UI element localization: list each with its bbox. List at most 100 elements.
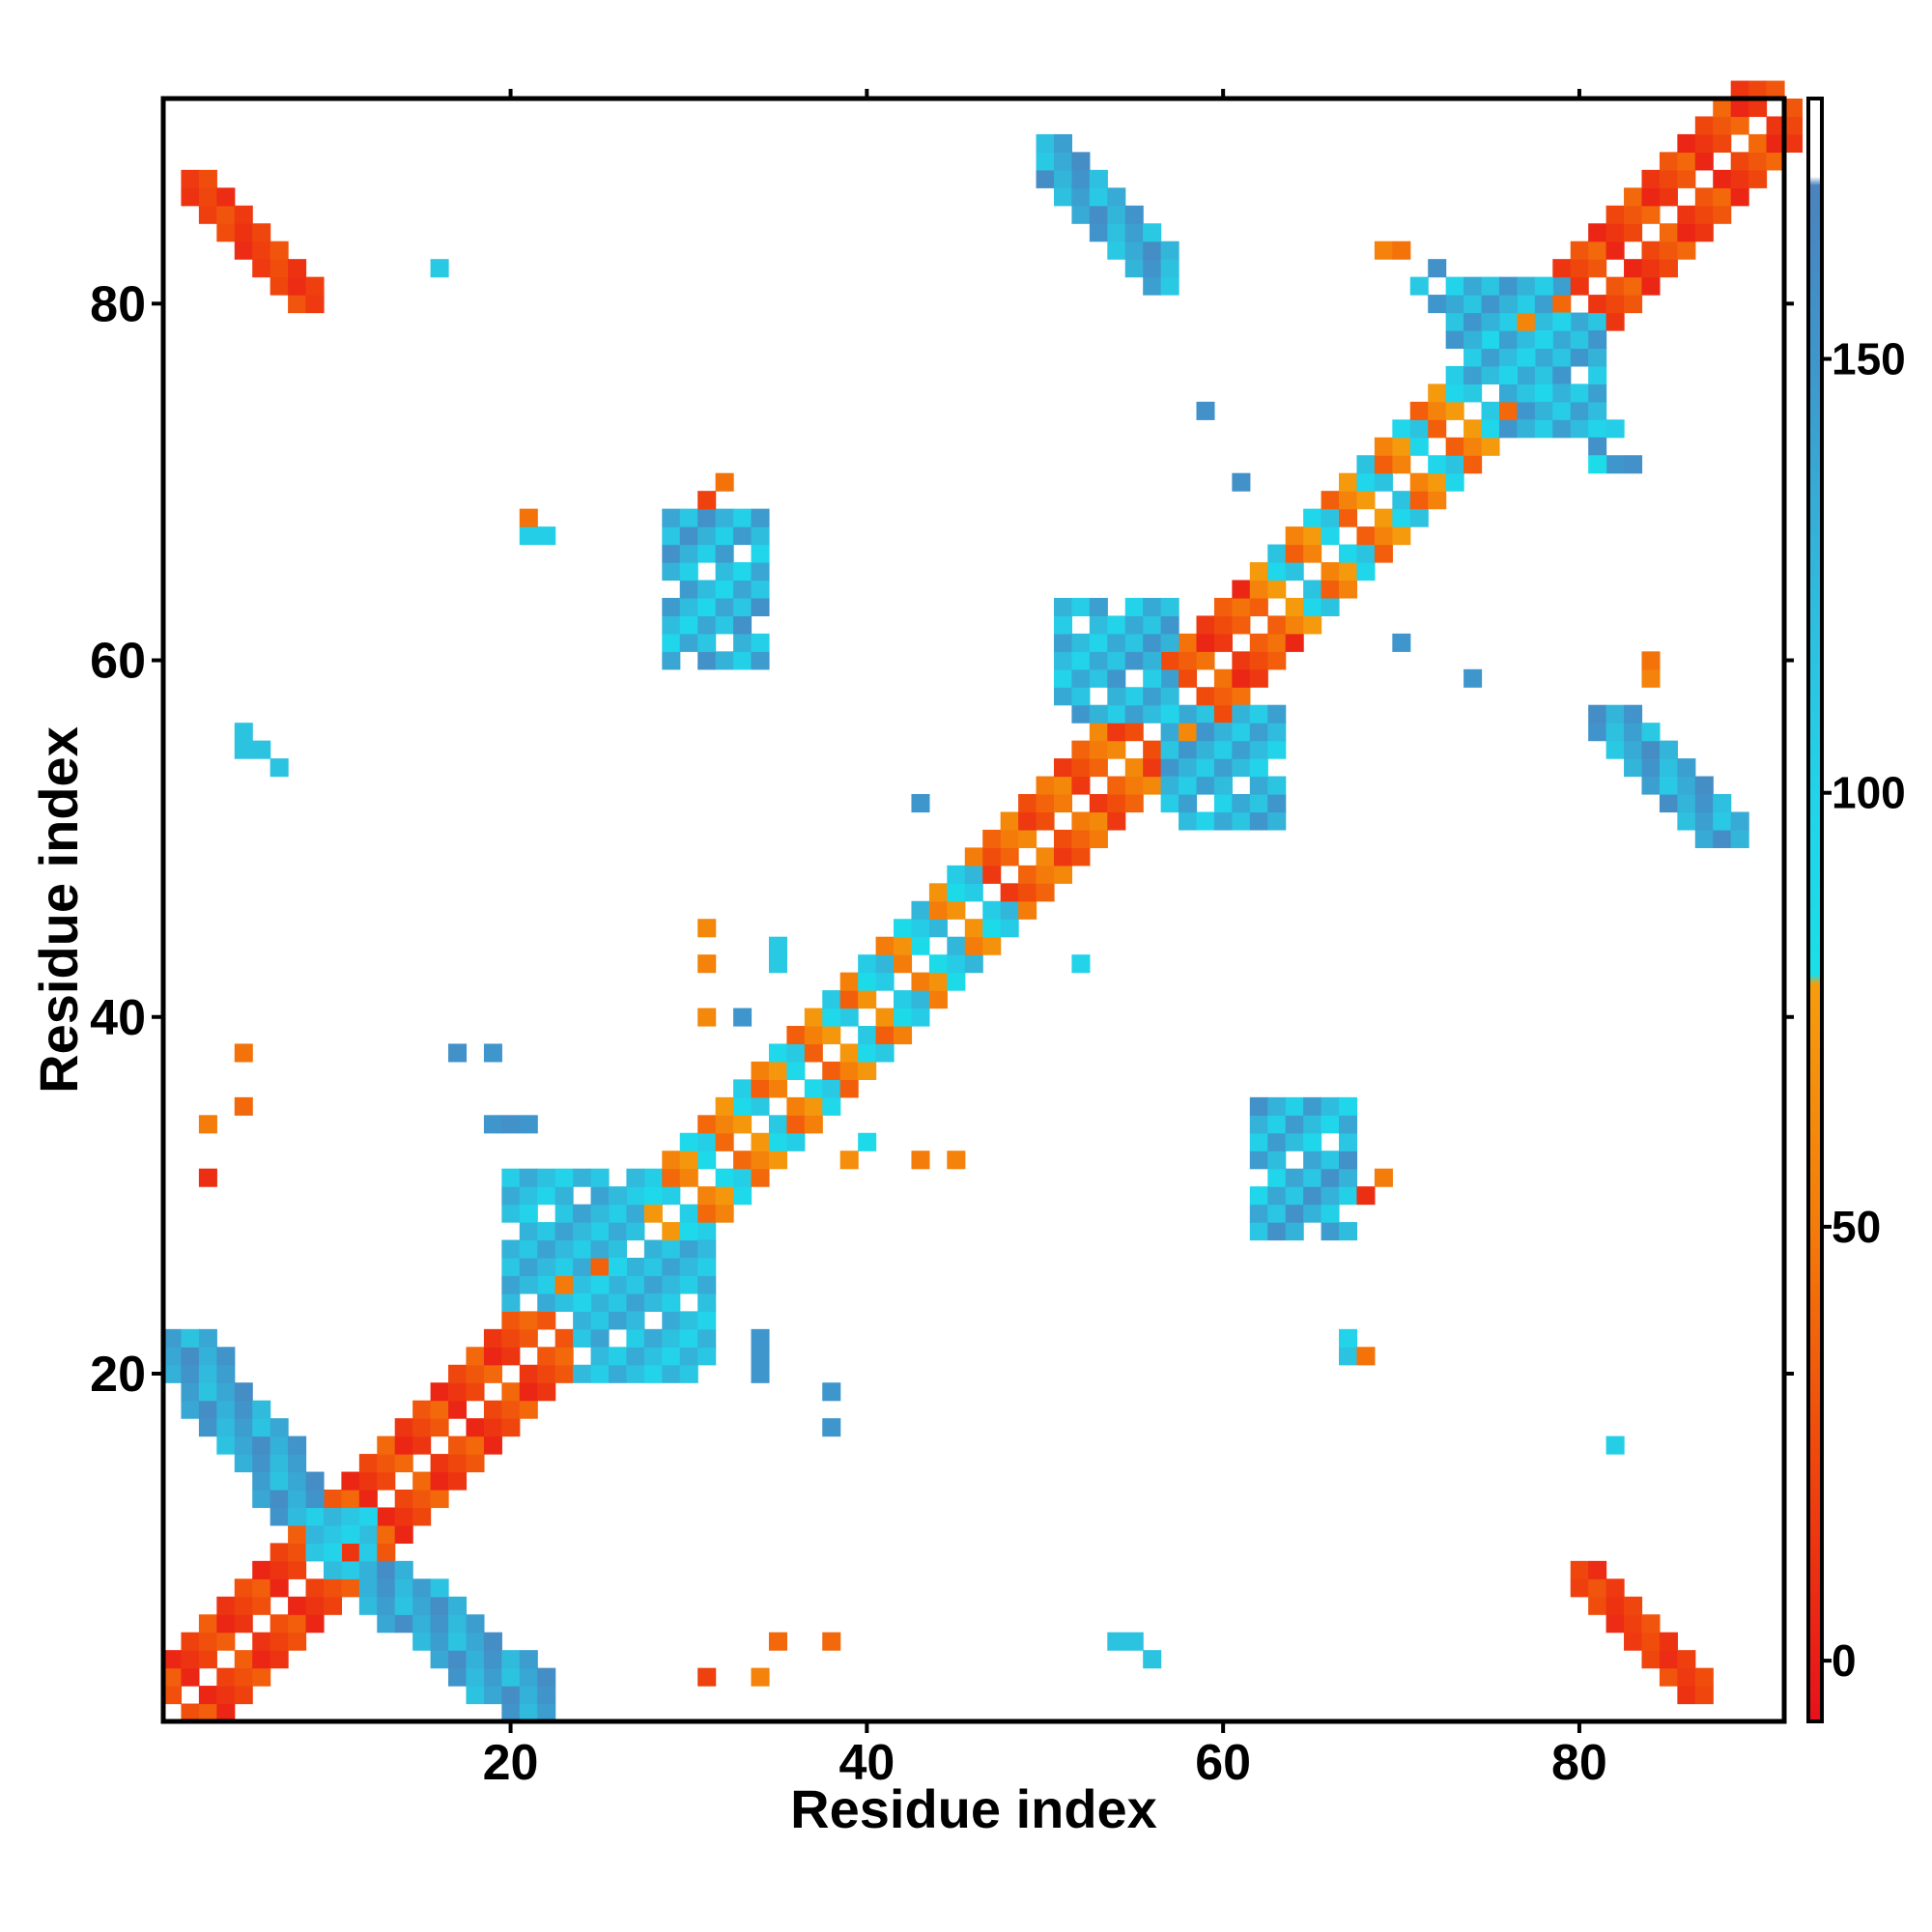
heatmap-cell — [894, 1026, 913, 1045]
heatmap-cell — [1107, 1632, 1126, 1651]
heatmap-cell — [1267, 776, 1287, 795]
heatmap-cell — [1517, 330, 1536, 350]
heatmap-cell — [822, 1026, 841, 1045]
heatmap-cell — [733, 562, 753, 582]
heatmap-cell — [804, 1008, 823, 1027]
heatmap-cell — [822, 1079, 841, 1098]
heatmap-cell — [412, 1490, 432, 1509]
colorbar-tick-label: 50 — [1832, 1202, 1881, 1252]
heatmap-cell — [394, 1578, 413, 1598]
heatmap-cell — [1143, 651, 1162, 670]
heatmap-cell — [679, 597, 698, 616]
heatmap-cell — [1730, 116, 1749, 135]
heatmap-cell — [1784, 133, 1804, 153]
heatmap-cell — [1641, 740, 1661, 759]
heatmap-cell — [1694, 829, 1714, 848]
heatmap-cell — [1605, 276, 1625, 296]
heatmap-cell — [1641, 169, 1661, 188]
heatmap-cell — [679, 1168, 698, 1187]
heatmap-cell — [697, 1186, 717, 1206]
heatmap-cell — [1694, 205, 1714, 224]
heatmap-cell — [662, 1222, 681, 1241]
heatmap-cell — [1143, 223, 1162, 242]
heatmap-cell — [216, 1418, 236, 1437]
heatmap-cell — [573, 1275, 592, 1294]
heatmap-cell — [1356, 1186, 1376, 1206]
heatmap-cell — [1445, 295, 1464, 314]
heatmap-cell — [822, 1061, 841, 1080]
heatmap-cell — [1374, 544, 1393, 563]
heatmap-cell — [1677, 1667, 1696, 1687]
heatmap-cell — [483, 1686, 502, 1705]
heatmap-cell — [288, 295, 307, 314]
heatmap-cell — [377, 1596, 396, 1615]
heatmap-cell — [1605, 723, 1625, 742]
heatmap-cell — [573, 1293, 592, 1312]
heatmap-cell — [715, 544, 734, 563]
heatmap-cell — [1321, 1186, 1340, 1206]
heatmap-cell — [590, 1204, 610, 1223]
heatmap-cell — [1641, 187, 1661, 207]
heatmap-cell — [1552, 259, 1572, 278]
heatmap-cell — [1552, 276, 1572, 296]
heatmap-cell — [1018, 900, 1037, 920]
heatmap-cell — [1018, 794, 1037, 813]
heatmap-cell — [163, 1364, 183, 1383]
heatmap-cell — [1249, 794, 1268, 813]
heatmap-cell — [1641, 1632, 1661, 1651]
heatmap-cell — [1267, 740, 1287, 759]
heatmap-cell — [1534, 330, 1553, 350]
heatmap-cell — [1392, 491, 1411, 510]
heatmap-cell — [1196, 687, 1215, 706]
heatmap-cell — [1374, 1168, 1393, 1187]
heatmap-cell — [358, 1454, 378, 1473]
heatmap-cell — [198, 205, 217, 224]
heatmap-cell — [643, 1275, 663, 1294]
heatmap-cell — [466, 1347, 485, 1366]
heatmap-cell — [662, 597, 681, 616]
heatmap-cell — [198, 1703, 217, 1722]
heatmap-cell — [626, 1293, 645, 1312]
heatmap-cell — [894, 919, 913, 938]
heatmap-cell — [1232, 472, 1251, 492]
heatmap-cell — [1392, 633, 1411, 652]
heatmap-cell — [1677, 223, 1696, 242]
heatmap-cell — [1232, 758, 1251, 778]
heatmap-cell — [643, 1347, 663, 1366]
heatmap-cell — [608, 1347, 628, 1366]
heatmap-cell — [1036, 152, 1055, 171]
heatmap-cell — [1249, 633, 1268, 652]
heatmap-cell — [270, 1632, 289, 1651]
heatmap-cell — [643, 1168, 663, 1187]
heatmap-cell — [1570, 276, 1589, 296]
colorbar — [1806, 97, 1824, 1723]
heatmap-cell — [858, 954, 877, 974]
heatmap-cell — [554, 1258, 574, 1277]
heatmap-cell — [822, 1096, 841, 1116]
heatmap-cell — [1356, 472, 1376, 492]
heatmap-cell — [590, 1364, 610, 1383]
heatmap-cell — [181, 1400, 200, 1419]
heatmap-cell — [270, 259, 289, 278]
heatmap-cell — [483, 1435, 502, 1455]
x-tick-label: 40 — [838, 1735, 895, 1791]
heatmap-cell — [1160, 776, 1179, 795]
heatmap-cell — [1124, 794, 1144, 813]
heatmap-cell — [1213, 758, 1233, 778]
heatmap-cell — [1445, 312, 1464, 331]
heatmap-cell — [234, 1667, 253, 1687]
heatmap-cell — [1339, 1096, 1358, 1116]
heatmap-cell — [1143, 241, 1162, 260]
heatmap-cell — [430, 1400, 449, 1419]
heatmap-cell — [626, 1258, 645, 1277]
heatmap-cell — [733, 508, 753, 527]
heatmap-cell — [1232, 704, 1251, 724]
heatmap-cell — [181, 187, 200, 207]
heatmap-cell — [626, 1347, 645, 1366]
heatmap-cell — [1089, 740, 1108, 759]
heatmap-cell — [377, 1578, 396, 1598]
heatmap-cell — [1321, 508, 1340, 527]
heatmap-cell — [768, 954, 787, 974]
heatmap-cell — [323, 1596, 342, 1615]
heatmap-cell — [305, 1596, 325, 1615]
